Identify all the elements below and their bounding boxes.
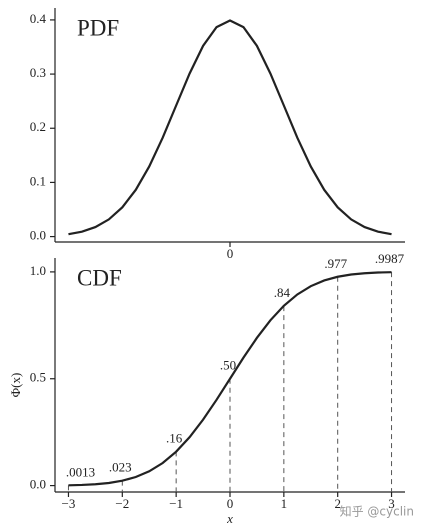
x-axis-label: x bbox=[226, 511, 233, 526]
panel-title: CDF bbox=[77, 265, 122, 290]
y-tick-label: 0.3 bbox=[30, 65, 46, 80]
x-tick-label: −2 bbox=[115, 496, 129, 511]
value-label: .0013 bbox=[66, 464, 95, 479]
value-label: .9987 bbox=[375, 251, 405, 266]
value-label: .977 bbox=[324, 256, 347, 271]
value-label: .023 bbox=[109, 460, 132, 475]
curve bbox=[68, 19, 392, 236]
y-tick-label: 0.2 bbox=[30, 119, 46, 134]
x-tick-label: 0 bbox=[227, 496, 234, 511]
y-tick-label: 0.0 bbox=[30, 228, 46, 243]
x-tick-label: −1 bbox=[169, 496, 183, 511]
y-tick-label: 0.0 bbox=[30, 477, 46, 492]
y-tick-label: 0.5 bbox=[30, 370, 46, 385]
y-tick-label: 0.4 bbox=[30, 11, 47, 26]
value-label: .84 bbox=[274, 285, 291, 300]
x-tick-label: 0 bbox=[227, 246, 234, 261]
curve bbox=[68, 271, 392, 487]
x-tick-label: −3 bbox=[62, 496, 76, 511]
y-tick-label: 1.0 bbox=[30, 263, 46, 278]
value-label: .50 bbox=[220, 358, 236, 373]
x-tick-label: 1 bbox=[281, 496, 288, 511]
panel-title: PDF bbox=[77, 15, 119, 40]
x-tick-label: 3 bbox=[388, 496, 395, 511]
y-tick-label: 0.1 bbox=[30, 173, 46, 188]
value-label: .16 bbox=[166, 430, 183, 445]
x-tick-label: 2 bbox=[334, 496, 341, 511]
y-axis-label: Φ(x) bbox=[8, 373, 23, 398]
watermark: 知乎 @cyclin bbox=[340, 505, 414, 519]
